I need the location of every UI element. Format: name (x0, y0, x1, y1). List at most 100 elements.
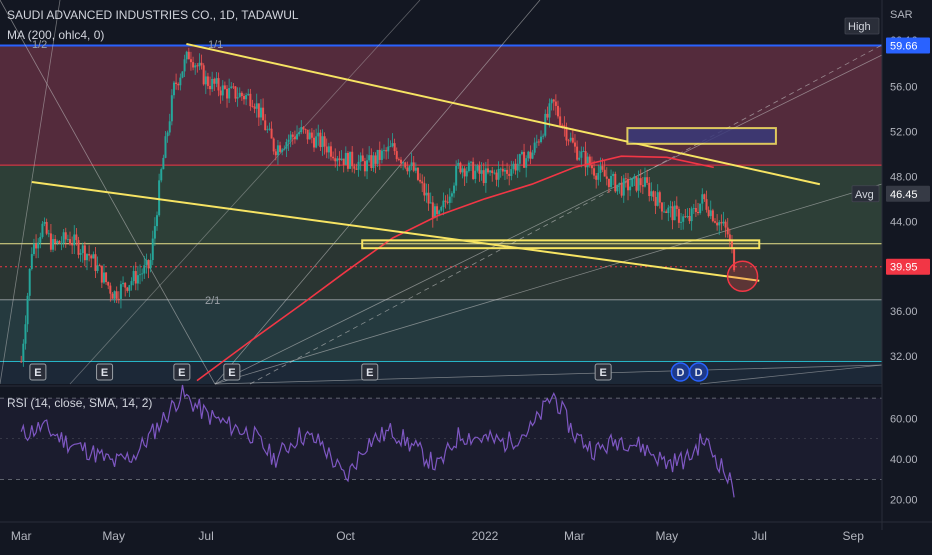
candle-body (85, 254, 88, 261)
candle-body (351, 151, 354, 167)
candle-body (156, 215, 159, 227)
candle-body (654, 197, 657, 206)
candle-body (45, 221, 48, 234)
candle-body (308, 132, 311, 140)
candle-body (327, 146, 330, 153)
candle-body (43, 221, 46, 224)
candle-body (24, 324, 27, 344)
candle-body (554, 101, 557, 106)
candle-body (544, 113, 547, 136)
drawing-tools[interactable] (31, 42, 821, 293)
earnings-marker[interactable]: E (29, 363, 47, 381)
earnings-badge (361, 363, 379, 381)
candle-body (690, 208, 693, 222)
time-tick-label: Mar (11, 529, 32, 543)
earnings-marker[interactable]: E (594, 363, 612, 381)
candle-body (183, 59, 186, 72)
price-tag-value-bg (886, 37, 930, 54)
candle-body (584, 151, 587, 168)
candle-body (98, 265, 101, 267)
earnings-badge (29, 363, 47, 381)
candle-body (686, 216, 689, 217)
earnings-marker[interactable]: E (173, 363, 191, 381)
candle-body (357, 161, 360, 170)
time-tick-label: Sep (843, 529, 865, 543)
candle-body (204, 76, 207, 85)
candle-body (181, 71, 184, 78)
candle-body (319, 132, 322, 148)
candle-body (480, 170, 483, 174)
event-marker-label: D (695, 367, 703, 379)
candle-body (147, 260, 150, 269)
candle-body (310, 132, 313, 138)
lower-trendline (31, 180, 760, 282)
candle-body (726, 227, 729, 235)
candle-body (529, 151, 532, 159)
candle-body (431, 202, 434, 218)
candle-body (618, 182, 621, 185)
candle-body (100, 265, 103, 283)
candle-body (274, 151, 277, 156)
candle-body (624, 178, 627, 180)
candle-body (728, 234, 731, 240)
candle-body (414, 167, 417, 171)
candle-body (637, 178, 640, 191)
candle-body (436, 206, 439, 215)
candle-body (49, 233, 52, 250)
candle-body (94, 254, 97, 271)
candle-body (160, 169, 163, 181)
candle-body (716, 222, 719, 226)
candle-body (599, 166, 602, 173)
candle-body (542, 135, 545, 137)
candle-body (71, 244, 74, 246)
candle-body (699, 203, 702, 214)
time-tick-label: May (655, 529, 678, 543)
candle-body (684, 216, 687, 218)
candle-body (450, 193, 453, 197)
candle-body (408, 166, 411, 172)
candle-body (563, 125, 566, 127)
candle-body (383, 150, 386, 151)
candle-body (527, 151, 530, 159)
candle-body (293, 136, 296, 140)
candle-body (578, 157, 581, 160)
candle-body (569, 137, 572, 141)
rsi-tick-label: 20.00 (890, 495, 918, 507)
price-tick-label: 48.00 (890, 171, 918, 183)
candle-body (705, 199, 708, 210)
candle-body (136, 275, 139, 284)
candle-body (633, 176, 636, 179)
candle-body (298, 132, 301, 135)
candle-body (512, 163, 515, 170)
candle-body (189, 59, 192, 63)
candle-body (117, 298, 120, 300)
candle-body (425, 192, 428, 196)
earnings-marker[interactable]: E (96, 363, 114, 381)
candle-body (467, 162, 470, 172)
candle-body (593, 168, 596, 176)
candle-body (62, 232, 65, 244)
candle-body (476, 165, 479, 171)
candle-body (421, 181, 424, 184)
candle-body (213, 78, 216, 84)
candle-body (172, 82, 175, 96)
dividend-marker[interactable]: D (670, 362, 691, 382)
candle-body (472, 161, 475, 179)
candlestick-series (20, 47, 736, 367)
candle-body (537, 141, 540, 143)
candle-body (597, 172, 600, 180)
candle-body (582, 151, 585, 152)
earnings-marker[interactable]: E (361, 363, 379, 381)
dividend-marker[interactable]: D (688, 362, 709, 382)
candle-body (115, 291, 118, 299)
candle-body (317, 132, 320, 137)
candle-body (510, 169, 513, 176)
candle-body (236, 97, 239, 99)
rsi-tick-label: 60.00 (890, 413, 918, 425)
earnings-marker[interactable]: E (223, 363, 241, 381)
fib-label: 1/1 (208, 39, 223, 51)
candle-body (385, 150, 388, 152)
